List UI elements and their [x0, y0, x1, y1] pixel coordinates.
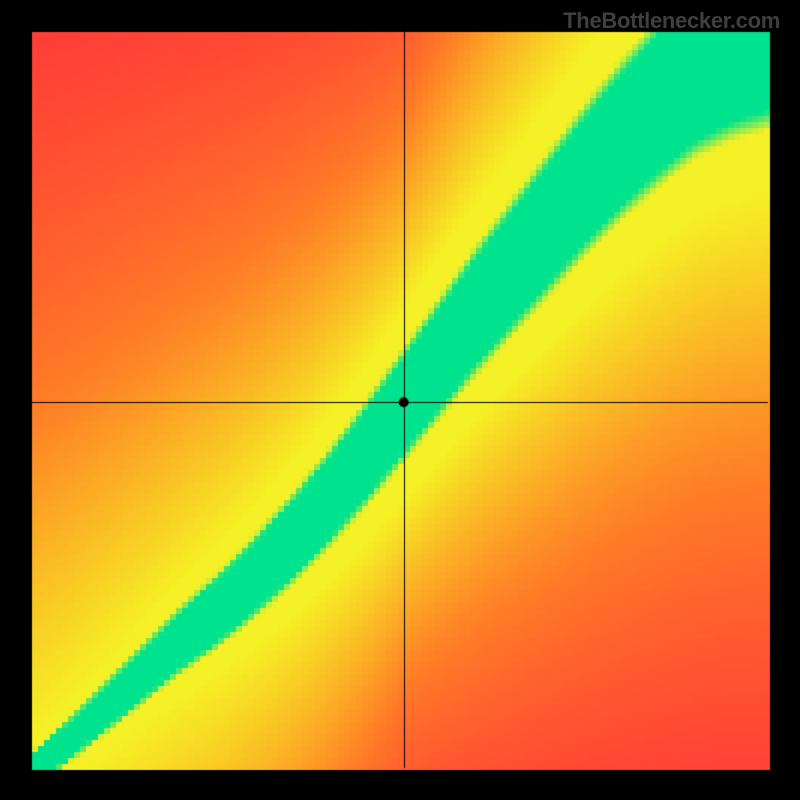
- bottleneck-heatmap: [0, 0, 800, 800]
- watermark-text: TheBottlenecker.com: [563, 8, 780, 34]
- chart-container: TheBottlenecker.com: [0, 0, 800, 800]
